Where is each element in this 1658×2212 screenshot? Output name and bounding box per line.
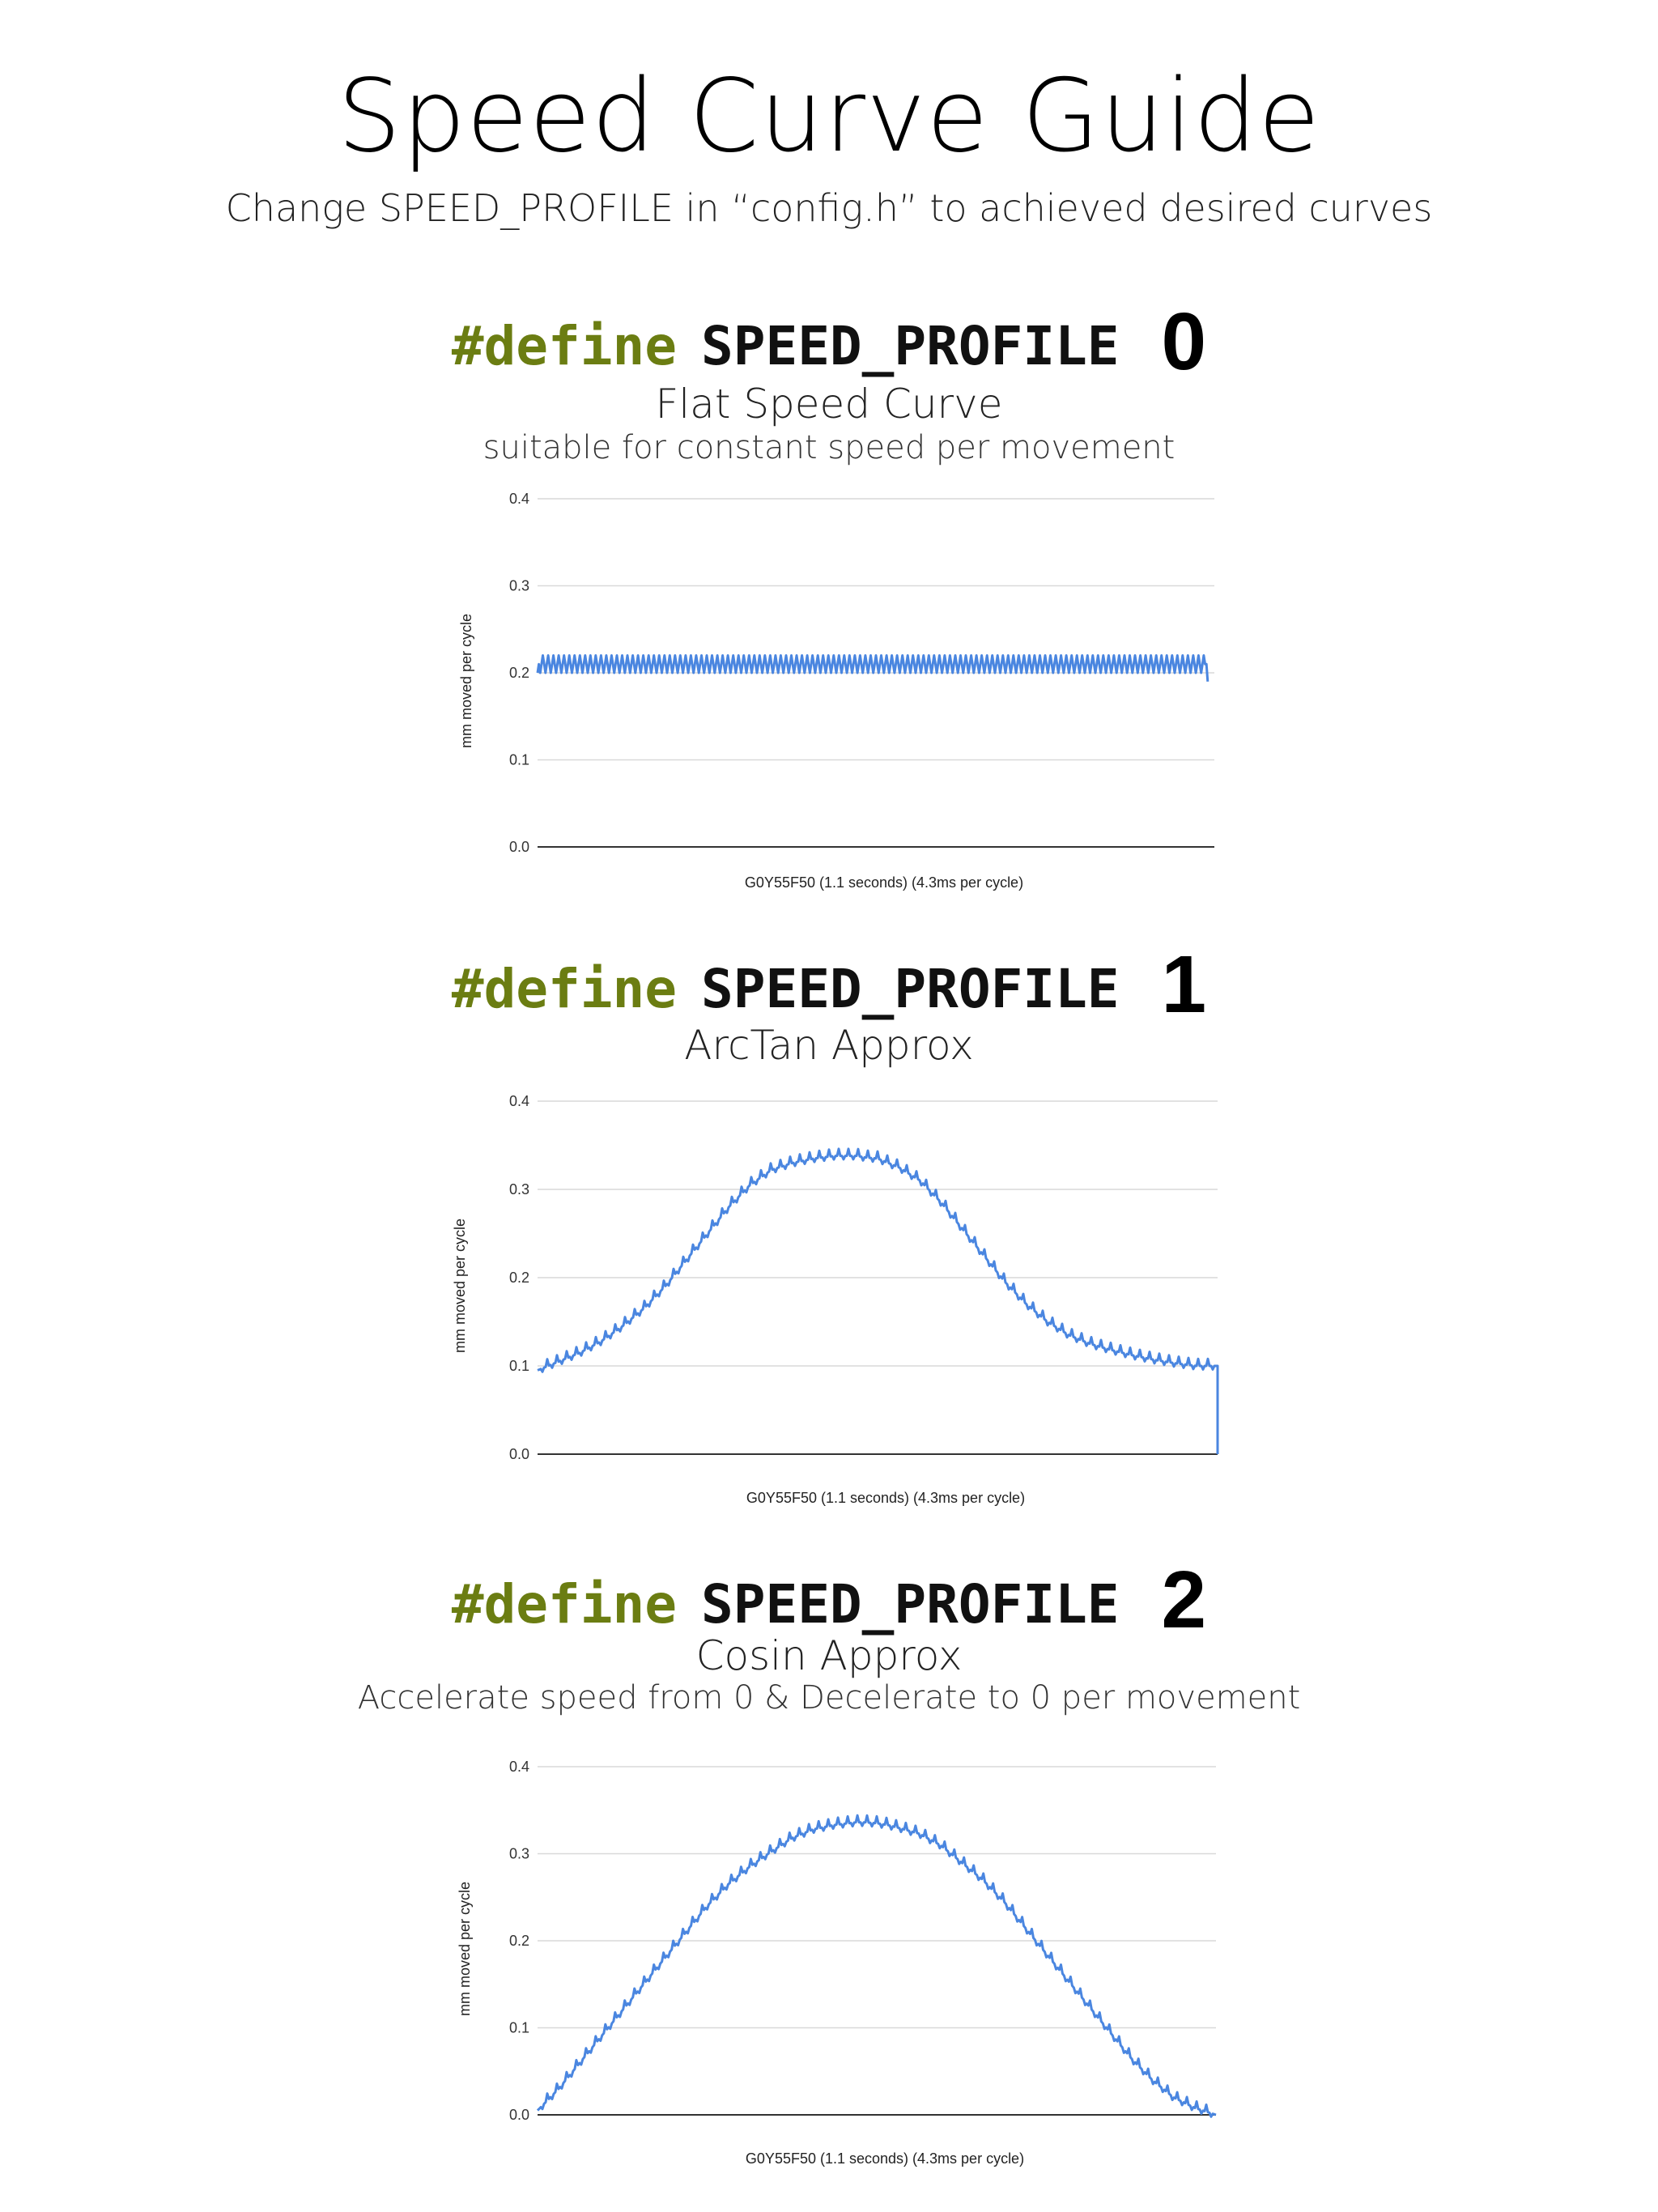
y-tick-label: 0.0 [509,1446,529,1462]
y-tick-label: 0.3 [509,578,529,594]
y-tick-label: 0.2 [509,665,529,681]
y-tick-label: 0.3 [509,1846,529,1862]
y-tick-label: 0.0 [509,839,529,855]
x-axis-label: G0Y55F50 (1.1 seconds) (4.3ms per cycle) [746,1490,1025,1506]
define-line-profile-2: #define SPEED_PROFILE 2 [0,1559,1658,1640]
y-tick-label: 0.2 [509,1933,529,1949]
page-title: Speed Curve Guide [337,58,1321,175]
section-title-2: Cosin Approx [695,1632,963,1679]
y-tick-label: 0.4 [509,1093,529,1109]
define-line-profile-1: #define SPEED_PROFILE 1 [0,944,1658,1025]
section-title-0: Flat Speed Curve [655,381,1003,428]
macro-name: SPEED_PROFILE [700,958,1120,1020]
define-keyword: #define [451,958,677,1020]
section-desc-0: suitable for constant speed per movement [483,429,1175,466]
y-tick-label: 0.0 [509,2107,529,2123]
chart-cosin-approx: 0.0 0.1 0.2 0.3 0.4 G0Y55F50 (1.1 seconds) (4… [457,1759,1217,2167]
macro-name: SPEED_PROFILE [700,315,1120,377]
profile-value: 0 [1161,296,1207,387]
section-desc-2: Accelerate speed from 0 & Decelerate to … [357,1679,1301,1716]
define-keyword: #define [451,1573,677,1636]
profile-value: 1 [1161,939,1207,1030]
y-tick-label: 0.1 [509,2020,529,2036]
chart-flat-speed-curve: 0.0 0.1 0.2 0.3 0.4 G0Y55F50 (1.1 seconds) (4… [458,491,1214,891]
y-axis-label: mm moved per cycle [452,1219,468,1353]
y-tick-label: 0.1 [509,752,529,768]
page-subtitle: Change SPEED_PROFILE in “config.h” to ac… [225,186,1433,230]
x-axis-label: G0Y55F50 (1.1 seconds) (4.3ms per cycle) [746,2150,1024,2167]
series-line [537,1147,1219,1454]
y-axis-label: mm moved per cycle [458,614,474,748]
x-axis-label: G0Y55F50 (1.1 seconds) (4.3ms per cycle) [745,874,1023,891]
y-tick-label: 0.4 [509,1759,529,1775]
macro-name: SPEED_PROFILE [700,1573,1120,1636]
chart-arctan-approx: 0.0 0.1 0.2 0.3 0.4 G0Y55F50 (1.1 seconds) (4… [452,1093,1219,1506]
series-line [536,654,1209,682]
define-keyword: #define [451,315,677,377]
profile-value: 2 [1161,1555,1207,1645]
series-line [536,1814,1217,2118]
y-tick-label: 0.1 [509,1358,529,1374]
y-tick-label: 0.2 [509,1270,529,1286]
y-tick-label: 0.3 [509,1181,529,1197]
y-axis-label: mm moved per cycle [457,1882,473,2016]
section-title-1: ArcTan Approx [684,1022,974,1069]
y-tick-label: 0.4 [509,491,529,507]
define-line-profile-0: #define SPEED_PROFILE 0 [0,301,1658,382]
